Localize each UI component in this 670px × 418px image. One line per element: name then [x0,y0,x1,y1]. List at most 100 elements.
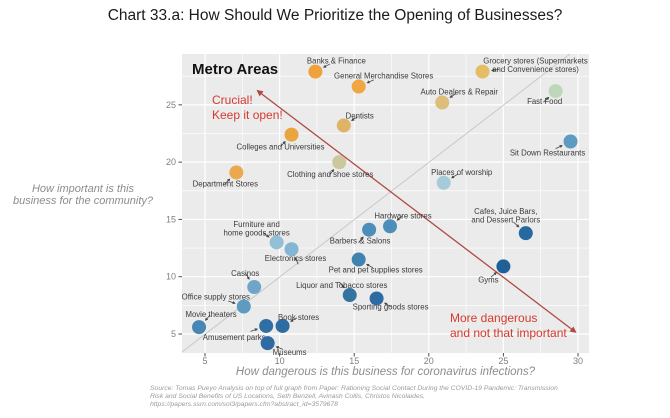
leader-department-stores [224,178,231,185]
label-places-of-worship: Places of worship [431,168,493,177]
y-axis-title-line2: business for the community? [12,194,153,207]
label-clothing-shoe-stores: Clothing and shoe stores [287,170,373,179]
point-hardware-stores [383,219,398,234]
leader-fast-food [543,96,550,103]
x-tick-label: 10 [275,356,285,366]
annotation-crucial: Crucial! Keep it open! [212,93,283,123]
label-gyms: Gyms [478,275,498,284]
point-casinos [247,280,262,295]
point-barbers-salons [362,222,377,237]
leader-liquor-tobacco-stores [339,281,345,289]
leader-places-of-worship [451,173,459,179]
y-axis-title: How important is this business for the c… [2,183,164,207]
label-furniture-home-goods-stores: Furniture and [233,220,279,229]
label-grocery-stores: Grocery stores (Supermarkets [483,56,588,65]
label-general-merchandise-stores: General Merchandise Stores [334,72,433,81]
point-general-merchandise-stores [351,79,366,94]
y-tick-label: 15 [166,214,176,224]
point-sit-down-restaurants [563,134,578,149]
point-banks-finance [308,64,323,79]
leader-office-supply-stores [228,300,236,305]
leader-cafes-juice-bars-dessert-parlors [513,221,520,228]
point-amusement-parks [259,318,274,333]
leader-grocery-stores [490,68,499,72]
label-auto-dealers-repair: Auto Dealers & Repair [420,88,498,97]
point-gyms [496,259,511,274]
leader-general-merchandise-stores [366,79,374,84]
point-grocery-stores [475,64,490,79]
leader-sporting-goods-stores [383,302,392,308]
annotation-more-dangerous: More dangerous and not that important [450,311,567,340]
leader-hardware-stores [396,215,403,221]
x-tick-label: 20 [424,356,434,366]
label-amusement-parks: Amusement parks [203,333,266,342]
annotation-crucial-line1: Crucial! [212,93,253,107]
x-tick-label: 15 [349,356,359,366]
x-tick-label: 30 [573,356,583,366]
leader-banks-finance [322,63,331,68]
leader-gyms [490,271,497,278]
leader-furniture-home-goods-stores [262,232,270,238]
y-tick-label: 25 [166,100,176,110]
point-clothing-shoe-stores [332,155,347,170]
x-axis-title: How dangerous is this business for coron… [235,366,536,378]
label-sit-down-restaurants: Sit Down Restaurants [510,149,586,158]
label-casinos: Casinos [231,269,259,278]
x-tick-label: 25 [498,356,508,366]
leader-book-stores [290,317,298,322]
point-pet-supplies-stores [351,252,366,267]
leader-electronics-stores [294,257,299,265]
label-sporting-goods-stores: Sporting goods stores [353,302,429,311]
label-liquor-tobacco-stores: Liquor and Tobacco stores [296,281,387,290]
label-department-stores: Department Stores [193,179,259,188]
point-department-stores [229,165,244,180]
source-line3: https://papers.ssrn.com/sol3/papers.cfm?… [150,401,338,409]
x-tick-label: 5 [202,356,207,366]
label-cafes-juice-bars-dessert-parlors: Cafes, Juice Bars, [474,207,537,216]
point-book-stores [275,318,290,333]
leader-auto-dealers-repair [449,93,457,98]
source-line1: Source: Tomas Pueyo Analysis on top of f… [150,385,558,392]
y-tick-label: 10 [166,272,176,282]
point-dentists [336,118,351,133]
leader-barbers-salons [358,236,364,243]
point-cafes-juice-bars-dessert-parlors [518,226,533,241]
label-museums: Museums [273,348,307,357]
leader-amusement-parks [250,328,259,332]
leader-sit-down-restaurants [555,145,563,149]
leader-clothing-shoe-stores [329,168,335,176]
label-office-supply-stores: Office supply stores [182,293,250,302]
leader-dentists [350,116,358,121]
label-movie-theaters: Movie theaters [185,310,236,319]
page-title: Chart 33.a: How Should We Prioritize the… [107,7,563,24]
point-furniture-home-goods-stores [269,235,284,250]
label-electronics-stores: Electronics stores [265,254,327,263]
leader-pet-supplies-stores [366,263,374,269]
y-axis-title-line1: How important is this [31,183,135,195]
label-dentists: Dentists [346,111,374,120]
source-citation: Source: Tomas Pueyo Analysis on top of f… [150,385,558,409]
label-barbers-salons: Barbers & Salons [330,237,391,246]
point-museums [260,336,275,351]
point-colleges-universities [284,127,299,142]
label-banks-finance: Banks & Finance [307,57,366,66]
label-fast-food: Fast Food [527,97,562,106]
annotation-more-dangerous-line1: More dangerous [450,311,538,325]
y-tick-label: 5 [171,329,176,339]
label-hardware-stores: Hardware stores [374,211,431,220]
source-line2: Risk and Social Benefits of US Locations… [150,393,426,401]
label-cafes-juice-bars-dessert-parlors: and Dessert Parlors [471,215,540,224]
point-movie-theaters [192,320,207,335]
annotation-more-dangerous-line2: and not that important [450,325,567,340]
y-tick-label: 20 [166,157,176,167]
annotation-crucial-line2: Keep it open! [212,108,283,122]
label-colleges-universities: Colleges and Universities [237,143,325,152]
point-office-supply-stores [236,299,251,314]
point-liquor-tobacco-stores [342,288,357,303]
point-sporting-goods-stores [369,291,384,306]
point-fast-food [548,84,563,99]
leader-colleges-universities [280,140,286,148]
priority-arrow [256,89,577,333]
